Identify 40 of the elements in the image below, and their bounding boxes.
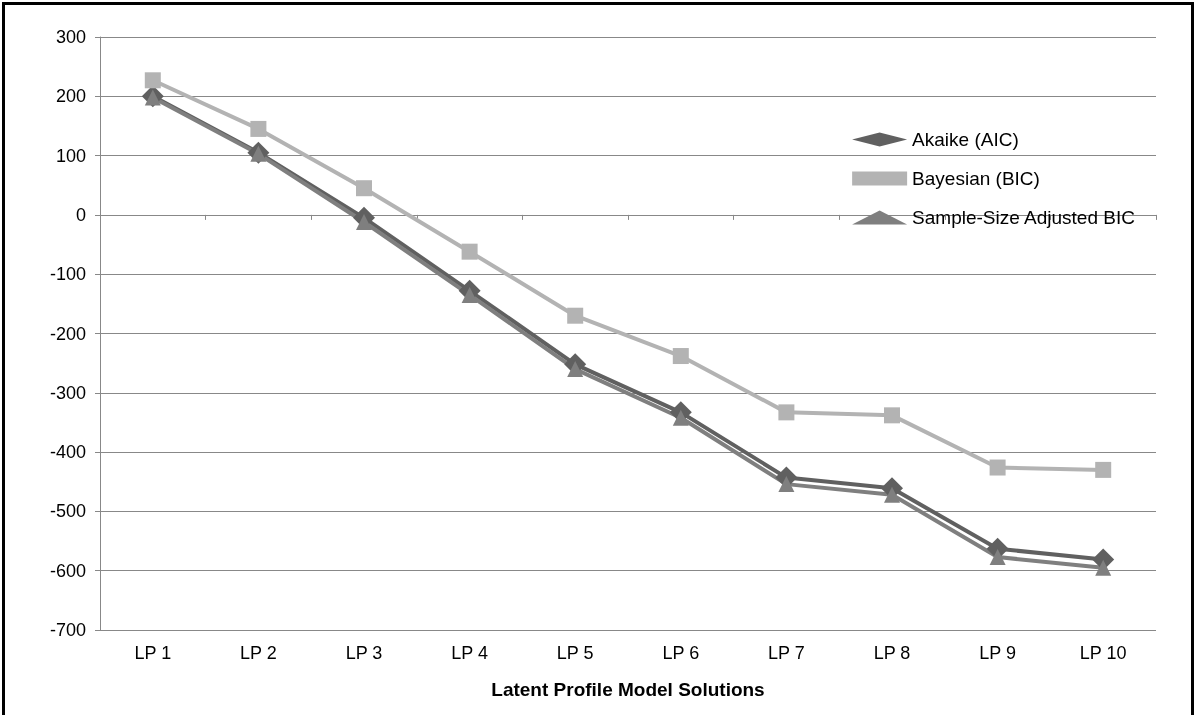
point — [778, 476, 795, 493]
x-tick-label: LP 8 — [873, 643, 911, 663]
y-tick-label: -500 — [49, 501, 86, 522]
legend-label: Akaike (AIC) — [912, 129, 1019, 150]
y-tick-label: 0 — [75, 204, 86, 225]
point — [989, 459, 1006, 476]
x-tick-label: LP 3 — [345, 643, 383, 663]
x-axis-title: Latent Profile Model Solutions — [491, 679, 765, 700]
x-tick-label: LP 5 — [556, 643, 594, 663]
x-tick-label: LP 9 — [979, 643, 1016, 663]
y-tick-label: -600 — [49, 560, 86, 581]
y-tick-label: -700 — [49, 620, 86, 640]
x-tick-label: LP 4 — [451, 643, 488, 663]
point — [672, 348, 689, 365]
x-tick-label: LP 6 — [662, 643, 700, 663]
point — [461, 243, 478, 260]
y-tick-label: -400 — [49, 442, 86, 463]
point — [356, 214, 372, 231]
x-tick-label: LP 7 — [768, 643, 805, 663]
x-tick-label: LP 2 — [240, 643, 277, 663]
point — [778, 404, 795, 421]
point — [567, 307, 584, 324]
y-tick-label: -200 — [49, 323, 86, 344]
y-tick-label: 200 — [55, 86, 86, 107]
legend-label: Bayesian (BIC) — [912, 168, 1040, 189]
x-tick-label: LP 1 — [134, 643, 172, 663]
point — [989, 549, 1006, 566]
point — [1095, 559, 1112, 576]
point — [356, 180, 372, 197]
point — [250, 120, 267, 137]
y-tick-label: -100 — [49, 264, 86, 285]
y-tick-label: 100 — [55, 145, 86, 166]
point — [144, 72, 161, 89]
y-tick-label: -300 — [49, 382, 86, 403]
point — [884, 407, 900, 424]
point — [884, 486, 900, 503]
x-tick-label: LP 10 — [1079, 643, 1127, 663]
point — [1095, 461, 1112, 478]
y-tick-label: 300 — [55, 27, 86, 47]
legend-label: Sample-Size Adjusted BIC — [912, 207, 1135, 228]
